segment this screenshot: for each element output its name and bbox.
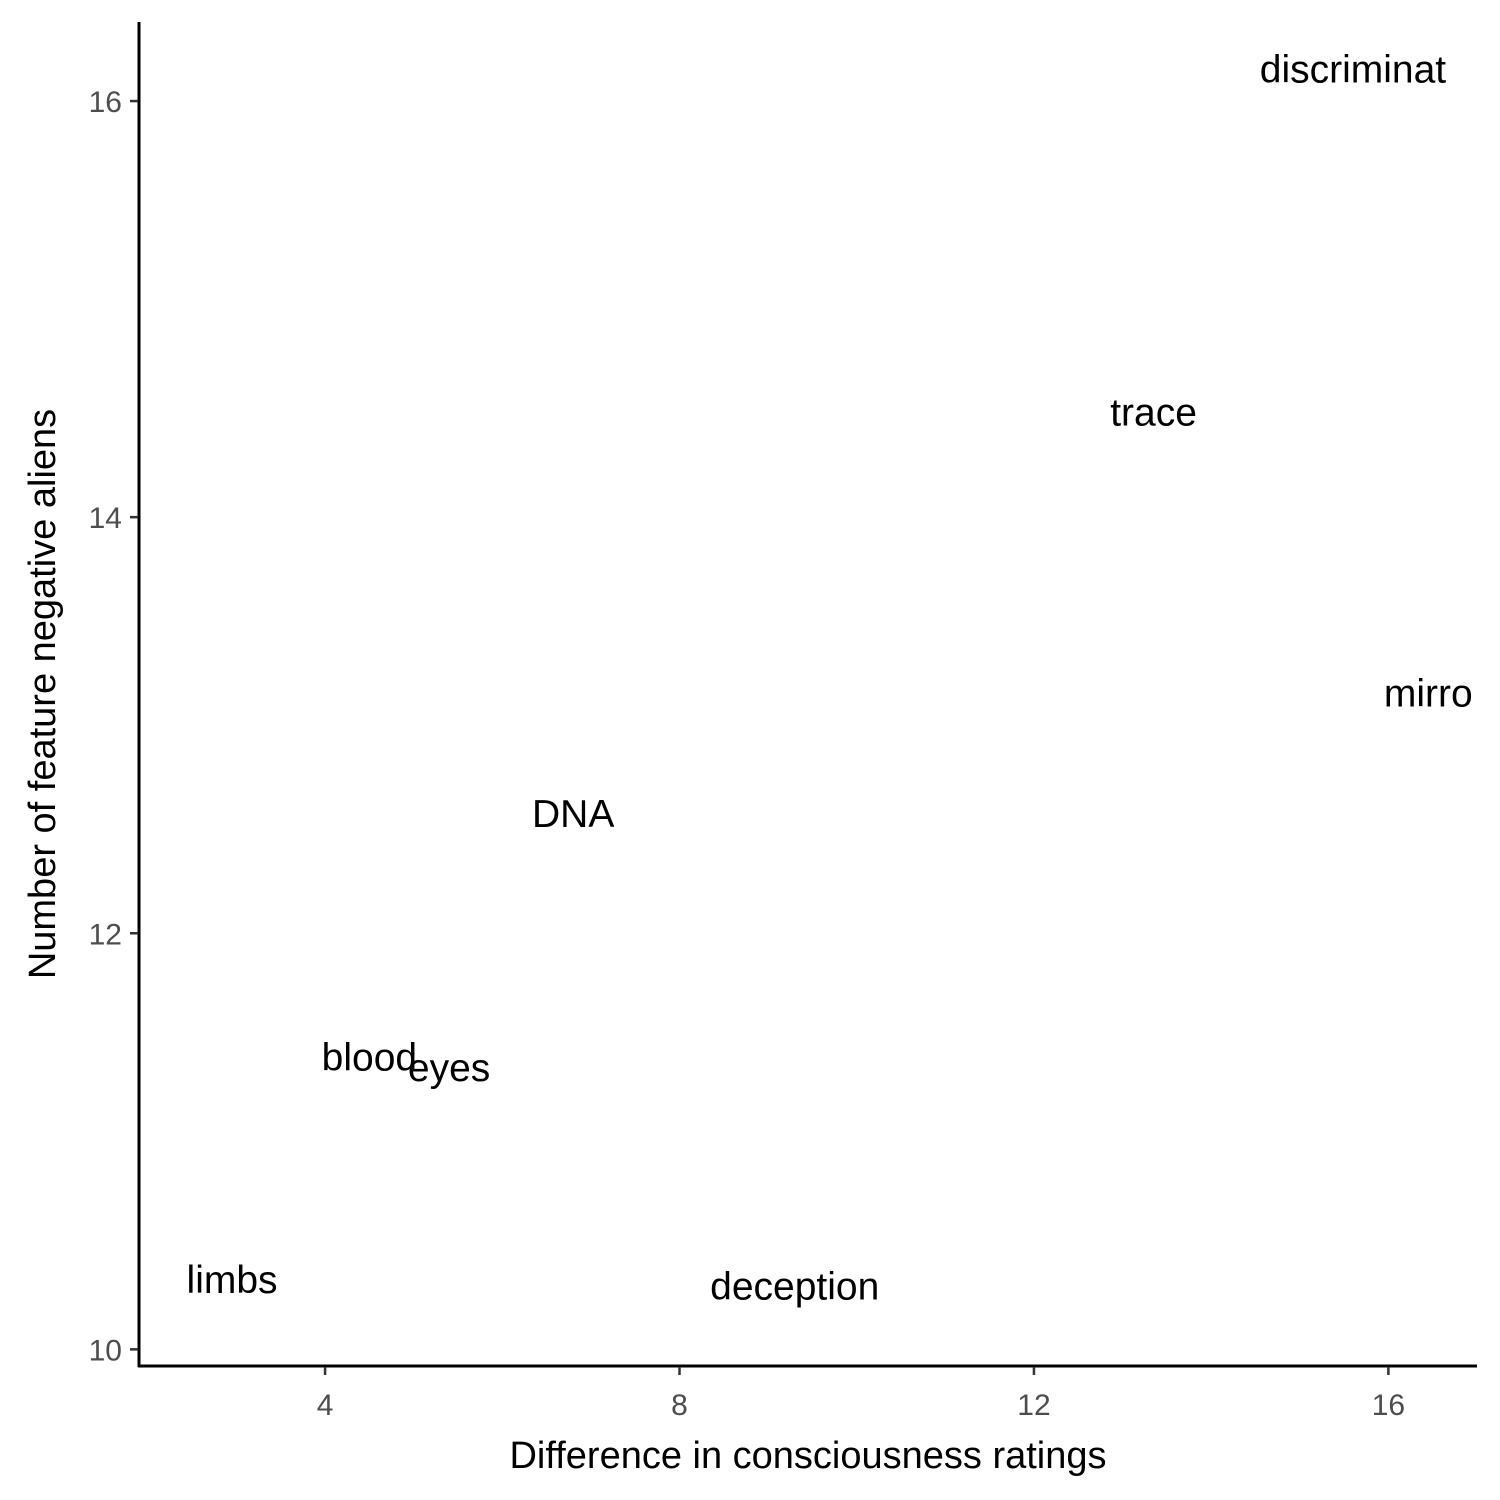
point-label-limbs: limbs: [187, 1259, 278, 1302]
x-axis-title: Difference in consciousness ratings: [509, 1435, 1106, 1477]
y-tick-label: 12: [89, 918, 122, 951]
y-axis-title: Number of feature negative aliens: [22, 409, 64, 979]
point-label-mirro: mirro: [1384, 673, 1473, 716]
x-tick-label: 4: [317, 1389, 334, 1422]
point-label-deception: deception: [710, 1265, 879, 1308]
point-label-blood: blood: [322, 1037, 417, 1080]
x-tick-label: 16: [1372, 1389, 1405, 1422]
x-axis-ticks: 4 8 12 16: [317, 1367, 1405, 1422]
y-tick-label: 10: [89, 1334, 122, 1367]
point-label-dna: DNA: [532, 793, 614, 836]
y-tick-label: 14: [89, 502, 122, 535]
y-tick-label: 16: [89, 86, 122, 119]
y-axis-ticks: 10 12 14 16: [89, 86, 138, 1367]
x-tick-label: 12: [1017, 1389, 1050, 1422]
point-label-discriminat: discriminat: [1260, 48, 1447, 91]
point-label-eyes: eyes: [408, 1047, 490, 1090]
point-label-trace: trace: [1110, 392, 1197, 435]
x-tick-label: 8: [671, 1389, 688, 1422]
